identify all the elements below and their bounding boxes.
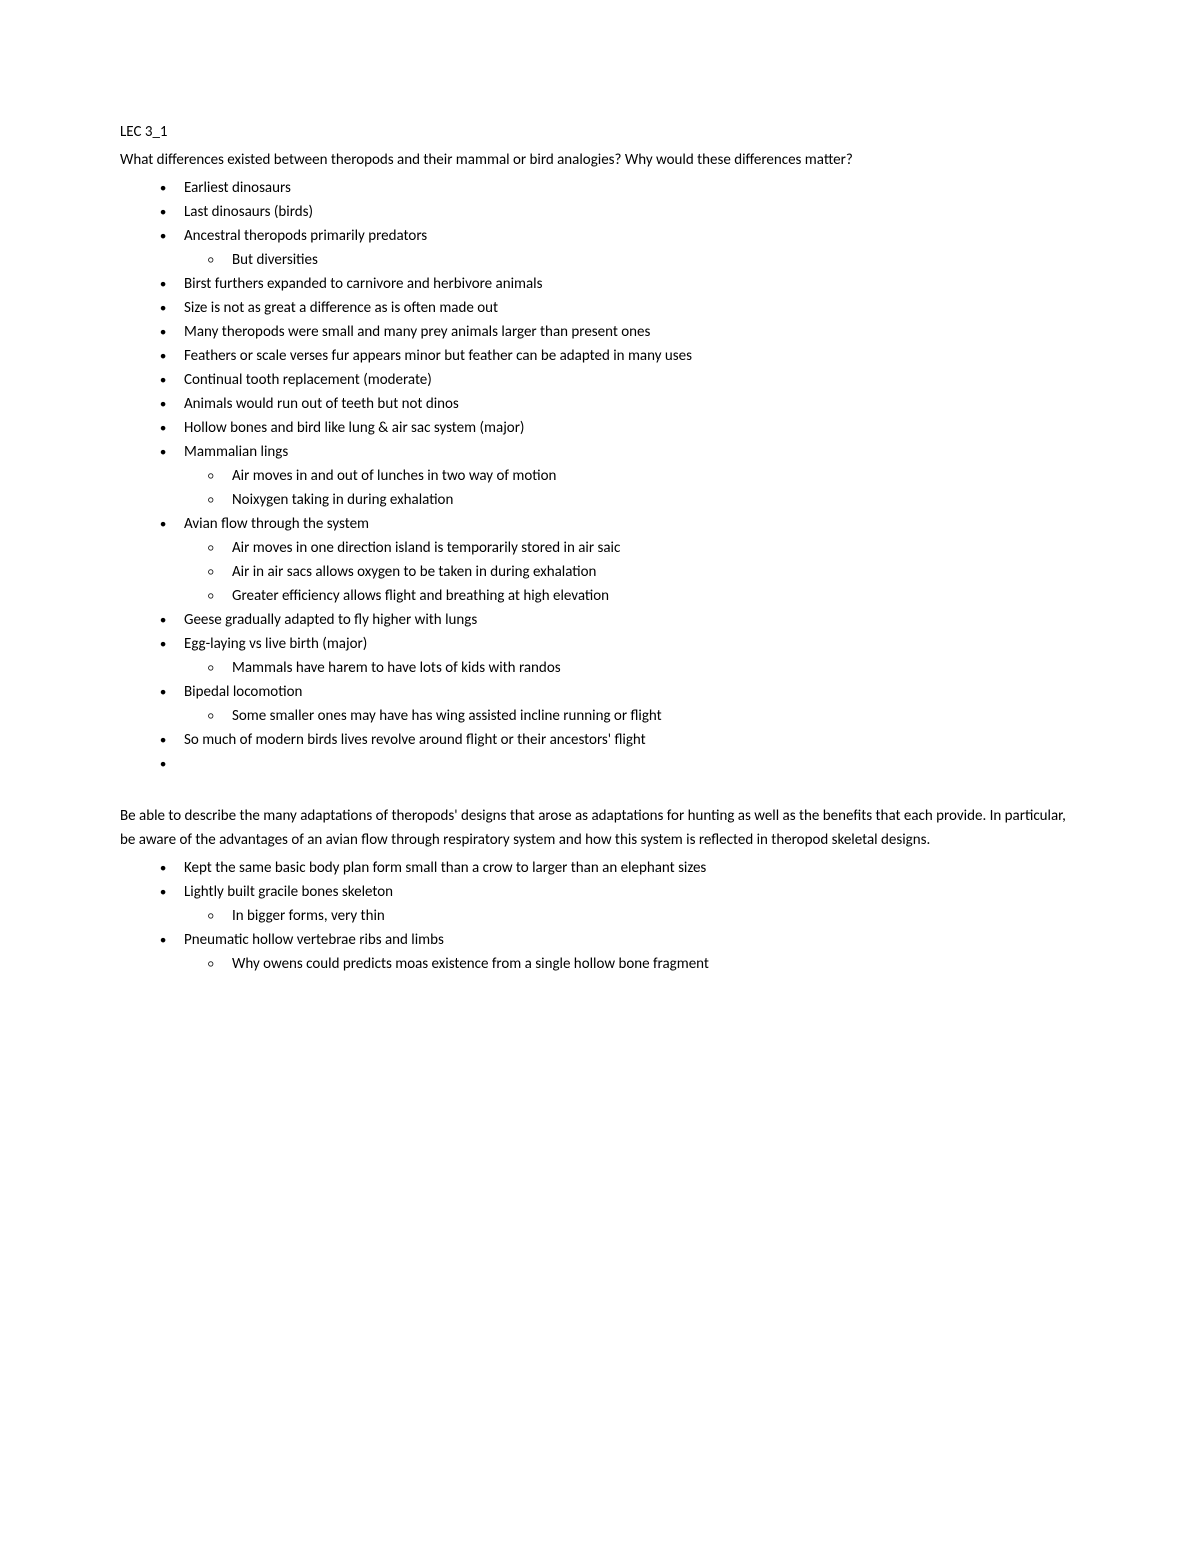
list-item: Animals would run out of teeth but not d… xyxy=(120,392,1080,416)
question-2-prompt: Be able to describe the many adaptations… xyxy=(120,804,1080,852)
list-item: Earliest dinosaurs xyxy=(120,176,1080,200)
list-item: So much of modern birds lives revolve ar… xyxy=(120,728,1080,752)
list-item: Kept the same basic body plan form small… xyxy=(120,856,1080,880)
question-2-list: Kept the same basic body plan form small… xyxy=(120,856,1080,976)
list-item: Hollow bones and bird like lung & air sa… xyxy=(120,416,1080,440)
list-item: Size is not as great a difference as is … xyxy=(120,296,1080,320)
list-item: Egg-laying vs live birth (major) xyxy=(120,632,1080,656)
list-item: Geese gradually adapted to fly higher wi… xyxy=(120,608,1080,632)
sub-list-item: In bigger forms, very thin xyxy=(120,904,1080,928)
list-item: Birst furthers expanded to carnivore and… xyxy=(120,272,1080,296)
document-page: LEC 3_1 What differences existed between… xyxy=(0,0,1200,1553)
sub-list: Some smaller ones may have has wing assi… xyxy=(120,704,1080,728)
sub-list: Mammals have harem to have lots of kids … xyxy=(120,656,1080,680)
list-item: Lightly built gracile bones skeleton xyxy=(120,880,1080,904)
section-spacer xyxy=(120,780,1080,804)
sub-list-item: Air moves in and out of lunches in two w… xyxy=(120,464,1080,488)
sub-list-item: Air moves in one direction island is tem… xyxy=(120,536,1080,560)
list-item: Pneumatic hollow vertebrae ribs and limb… xyxy=(120,928,1080,952)
question-1-list: Earliest dinosaursLast dinosaurs (birds)… xyxy=(120,176,1080,776)
list-item: Many theropods were small and many prey … xyxy=(120,320,1080,344)
sub-list-item: But diversities xyxy=(120,248,1080,272)
sub-list-item: Some smaller ones may have has wing assi… xyxy=(120,704,1080,728)
sub-list: In bigger forms, very thin xyxy=(120,904,1080,928)
sub-list-item: Air in air sacs allows oxygen to be take… xyxy=(120,560,1080,584)
list-item xyxy=(120,752,1080,776)
list-item: Avian flow through the system xyxy=(120,512,1080,536)
list-item: Bipedal locomotion xyxy=(120,680,1080,704)
list-item: Feathers or scale verses fur appears min… xyxy=(120,344,1080,368)
list-item: Mammalian lings xyxy=(120,440,1080,464)
sub-list: Air moves in and out of lunches in two w… xyxy=(120,464,1080,512)
sub-list: Air moves in one direction island is tem… xyxy=(120,536,1080,608)
lecture-header: LEC 3_1 xyxy=(120,120,1080,144)
sub-list-item: Noixygen taking in during exhalation xyxy=(120,488,1080,512)
list-item: Ancestral theropods primarily predators xyxy=(120,224,1080,248)
question-1-prompt: What differences existed between theropo… xyxy=(120,148,1080,172)
list-item: Last dinosaurs (birds) xyxy=(120,200,1080,224)
list-item: Continual tooth replacement (moderate) xyxy=(120,368,1080,392)
sub-list-item: Why owens could predicts moas existence … xyxy=(120,952,1080,976)
sub-list-item: Mammals have harem to have lots of kids … xyxy=(120,656,1080,680)
sub-list-item: Greater efficiency allows flight and bre… xyxy=(120,584,1080,608)
sub-list: But diversities xyxy=(120,248,1080,272)
sub-list: Why owens could predicts moas existence … xyxy=(120,952,1080,976)
